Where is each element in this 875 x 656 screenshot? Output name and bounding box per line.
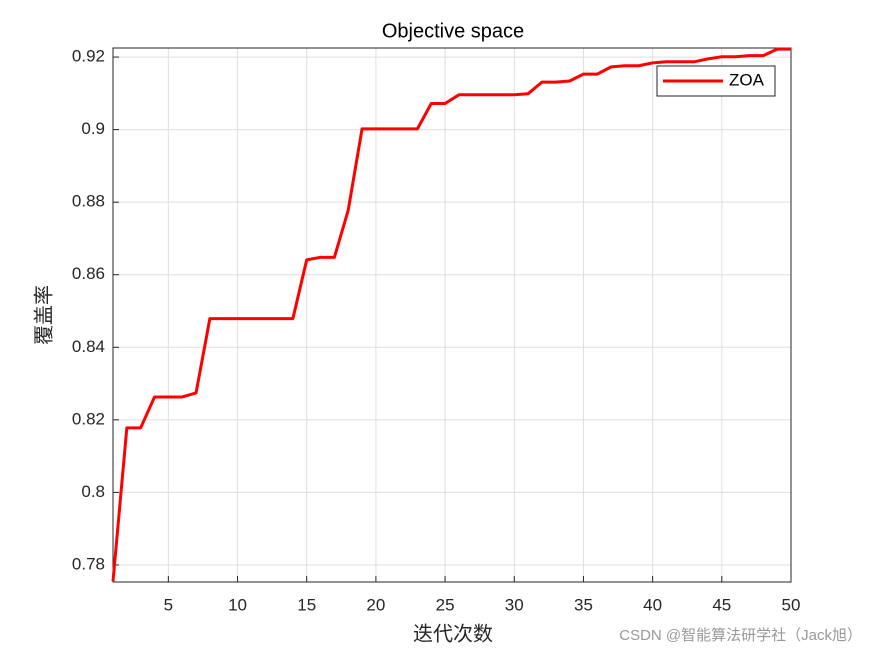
y-axis-label: 覆盖率 xyxy=(32,285,55,345)
y-tick-label: 0.88 xyxy=(72,192,105,211)
x-tick-label: 25 xyxy=(436,595,455,614)
line xyxy=(111,47,791,582)
x-tick-label: 30 xyxy=(505,595,524,614)
x-tick-label: 35 xyxy=(574,595,593,614)
x-tick-label: 10 xyxy=(228,595,247,614)
y-tick-label: 0.86 xyxy=(72,264,105,283)
x-tick-label: 50 xyxy=(782,595,801,614)
watermark: CSDN @智能算法研学社（Jack旭） xyxy=(619,626,862,644)
x-tick-label: 20 xyxy=(366,595,385,614)
x-axis-label: 迭代次数 xyxy=(413,622,493,645)
y-tick-label: 0.8 xyxy=(81,482,105,501)
x-tick-label: 45 xyxy=(712,595,731,614)
x-tick-label: 5 xyxy=(164,595,173,614)
y-tick-label: 0.78 xyxy=(72,554,105,573)
y-tick-label: 0.84 xyxy=(72,337,105,356)
x-tick-label: 15 xyxy=(297,595,316,614)
legend-label: ZOA xyxy=(729,70,765,89)
axes-box xyxy=(112,47,792,583)
plot-area xyxy=(113,48,791,582)
x-tick-label: 40 xyxy=(643,595,662,614)
chart-title: Objective space xyxy=(382,20,524,42)
y-tick-label: 0.92 xyxy=(72,47,105,66)
y-tick-label: 0.82 xyxy=(72,409,105,428)
y-tick-label: 0.9 xyxy=(81,119,105,138)
